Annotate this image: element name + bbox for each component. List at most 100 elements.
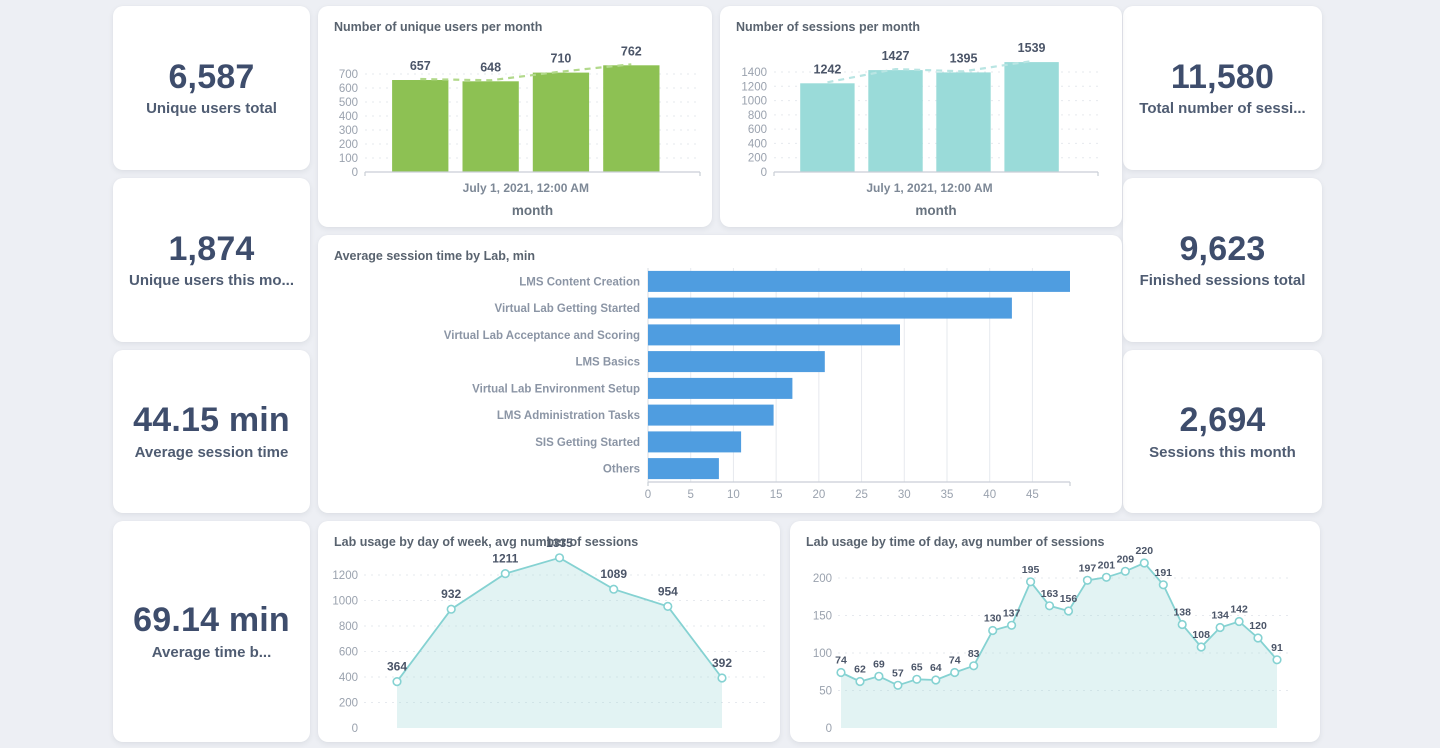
kpi-card-total-number-of-sessions[interactable]: 11,580 Total number of sessi...: [1123, 6, 1322, 170]
svg-text:201: 201: [1098, 559, 1116, 571]
svg-text:108: 108: [1192, 629, 1210, 641]
kpi-label: Average session time: [134, 443, 289, 461]
svg-text:762: 762: [621, 44, 642, 58]
svg-text:134: 134: [1211, 610, 1229, 622]
svg-text:LMS Content Creation: LMS Content Creation: [519, 276, 640, 288]
svg-text:65: 65: [911, 661, 923, 673]
chart-title: Lab usage by day of week, avg number of …: [334, 535, 639, 549]
svg-text:0: 0: [826, 723, 832, 735]
svg-text:91: 91: [1271, 642, 1283, 654]
svg-text:20: 20: [812, 489, 825, 501]
svg-text:1211: 1211: [492, 552, 518, 566]
chart-card-lab-usage-by-time-of-day[interactable]: Lab usage by time of day, avg number of …: [790, 521, 1320, 742]
svg-text:200: 200: [813, 573, 832, 585]
svg-text:LMS Basics: LMS Basics: [575, 357, 640, 369]
svg-text:1242: 1242: [814, 62, 842, 76]
svg-text:25: 25: [855, 489, 868, 501]
chart-card-avg-session-time-by-lab[interactable]: Average session time by Lab, min 0 5 10 15 2…: [318, 235, 1122, 513]
svg-text:657: 657: [410, 59, 431, 73]
kpi-card-average-session-time[interactable]: 44.15 min Average session time: [113, 350, 310, 513]
svg-text:64: 64: [930, 662, 942, 674]
svg-text:July 1, 2021, 12:00 AM: July 1, 2021, 12:00 AM: [463, 181, 589, 195]
kpi-value: 44.15 min: [133, 401, 290, 440]
svg-text:74: 74: [835, 655, 847, 667]
svg-text:July 1, 2021, 12:00 AM: July 1, 2021, 12:00 AM: [866, 181, 992, 195]
svg-text:137: 137: [1003, 607, 1021, 619]
kpi-value: 69.14 min: [133, 601, 290, 640]
svg-text:Virtual Lab Environment Setup: Virtual Lab Environment Setup: [472, 383, 640, 395]
svg-text:150: 150: [813, 611, 832, 623]
svg-text:600: 600: [339, 647, 358, 659]
kpi-value: 6,587: [168, 57, 255, 96]
kpi-card-unique-users-total[interactable]: 6,587 Unique users total: [113, 6, 310, 170]
kpi-value: 11,580: [1170, 57, 1275, 96]
chart-title: Number of sessions per month: [736, 20, 921, 34]
svg-text:400: 400: [339, 111, 358, 123]
svg-text:100: 100: [813, 648, 832, 660]
svg-text:220: 220: [1136, 545, 1154, 557]
svg-text:100: 100: [339, 153, 358, 165]
svg-text:1539: 1539: [1018, 41, 1046, 55]
svg-text:15: 15: [770, 489, 783, 501]
sessions-per-month-bar-chart[interactable]: 0 200 400 600 800 1000 1200 1400 1242 1427 1395 153…: [720, 6, 1122, 227]
svg-text:83: 83: [968, 648, 980, 660]
chart-title: Average session time by Lab, min: [334, 249, 535, 263]
chart-card-lab-usage-by-day-of-week[interactable]: Lab usage by day of week, avg number of …: [318, 521, 780, 742]
kpi-value: 2,694: [1179, 401, 1266, 440]
kpi-label: Finished sessions total: [1139, 272, 1306, 290]
svg-text:10: 10: [727, 489, 740, 501]
svg-text:600: 600: [339, 83, 358, 95]
lab-usage-by-time-of-day-area-chart[interactable]: 0 50 100 150 200 74 62 69 57 65 64 74 83 130 137 195163…: [790, 521, 1320, 742]
svg-text:40: 40: [983, 489, 996, 501]
svg-text:200: 200: [339, 139, 358, 151]
svg-text:191: 191: [1154, 567, 1172, 579]
svg-text:156: 156: [1060, 593, 1078, 605]
kpi-label: Total number of sessi...: [1139, 100, 1306, 118]
svg-text:197: 197: [1079, 562, 1097, 574]
svg-text:0: 0: [352, 723, 358, 735]
chart-title: Lab usage by time of day, avg number of …: [806, 535, 1105, 549]
svg-text:200: 200: [339, 698, 358, 710]
avg-session-time-by-lab-hbar-chart[interactable]: 0 5 10 15 20 25 30 35 40 45 LMS Content Creation Vi…: [318, 235, 1122, 513]
svg-text:1200: 1200: [741, 81, 767, 93]
svg-text:1395: 1395: [950, 51, 978, 65]
svg-text:932: 932: [441, 587, 461, 601]
svg-text:163: 163: [1041, 588, 1059, 600]
chart-card-sessions-per-month[interactable]: Number of sessions per month 0 200 400 600 8…: [720, 6, 1122, 227]
chart-title: Number of unique users per month: [334, 20, 543, 34]
svg-text:200: 200: [748, 153, 767, 165]
svg-text:50: 50: [819, 686, 832, 698]
svg-text:30: 30: [898, 489, 911, 501]
svg-text:800: 800: [339, 621, 358, 633]
svg-text:62: 62: [854, 664, 866, 676]
svg-text:209: 209: [1117, 553, 1135, 565]
chart-card-users-per-month[interactable]: Number of unique users per month 0 100 200…: [318, 6, 712, 227]
kpi-label: Average time b...: [151, 643, 272, 661]
svg-text:142: 142: [1230, 604, 1248, 616]
kpi-card-finished-sessions-total[interactable]: 9,623 Finished sessions total: [1123, 178, 1322, 342]
kpi-card-average-time-between[interactable]: 69.14 min Average time b...: [113, 521, 310, 742]
kpi-card-sessions-this-month[interactable]: 2,694 Sessions this month: [1123, 350, 1322, 513]
kpi-label: Unique users total: [146, 100, 277, 118]
kpi-label: Sessions this month: [1149, 443, 1296, 461]
svg-text:600: 600: [748, 124, 767, 136]
svg-text:45: 45: [1026, 489, 1039, 501]
svg-text:138: 138: [1173, 607, 1191, 619]
svg-text:1400: 1400: [741, 67, 767, 79]
svg-text:710: 710: [551, 52, 572, 66]
svg-text:700: 700: [339, 69, 358, 81]
kpi-card-unique-users-this-month[interactable]: 1,874 Unique users this mo...: [113, 178, 310, 342]
svg-text:74: 74: [949, 655, 961, 667]
svg-text:SIS Getting Started: SIS Getting Started: [535, 437, 640, 449]
svg-text:Virtual Lab Getting Started: Virtual Lab Getting Started: [495, 303, 640, 315]
lab-usage-by-day-of-week-area-chart[interactable]: 0 200 400 600 800 1000 1200 364 932 1211 1335 1089 9…: [318, 521, 780, 742]
svg-text:0: 0: [645, 489, 651, 501]
svg-text:1000: 1000: [332, 596, 358, 608]
svg-text:400: 400: [748, 138, 767, 150]
users-per-month-bar-chart[interactable]: 0 100 200 300 400 500 600 700 657 648 710 762 July 1…: [318, 6, 712, 227]
svg-text:57: 57: [892, 667, 904, 679]
kpi-value: 1,874: [168, 229, 255, 268]
svg-text:392: 392: [712, 656, 732, 670]
svg-text:800: 800: [748, 110, 767, 122]
svg-text:130: 130: [984, 613, 1002, 625]
